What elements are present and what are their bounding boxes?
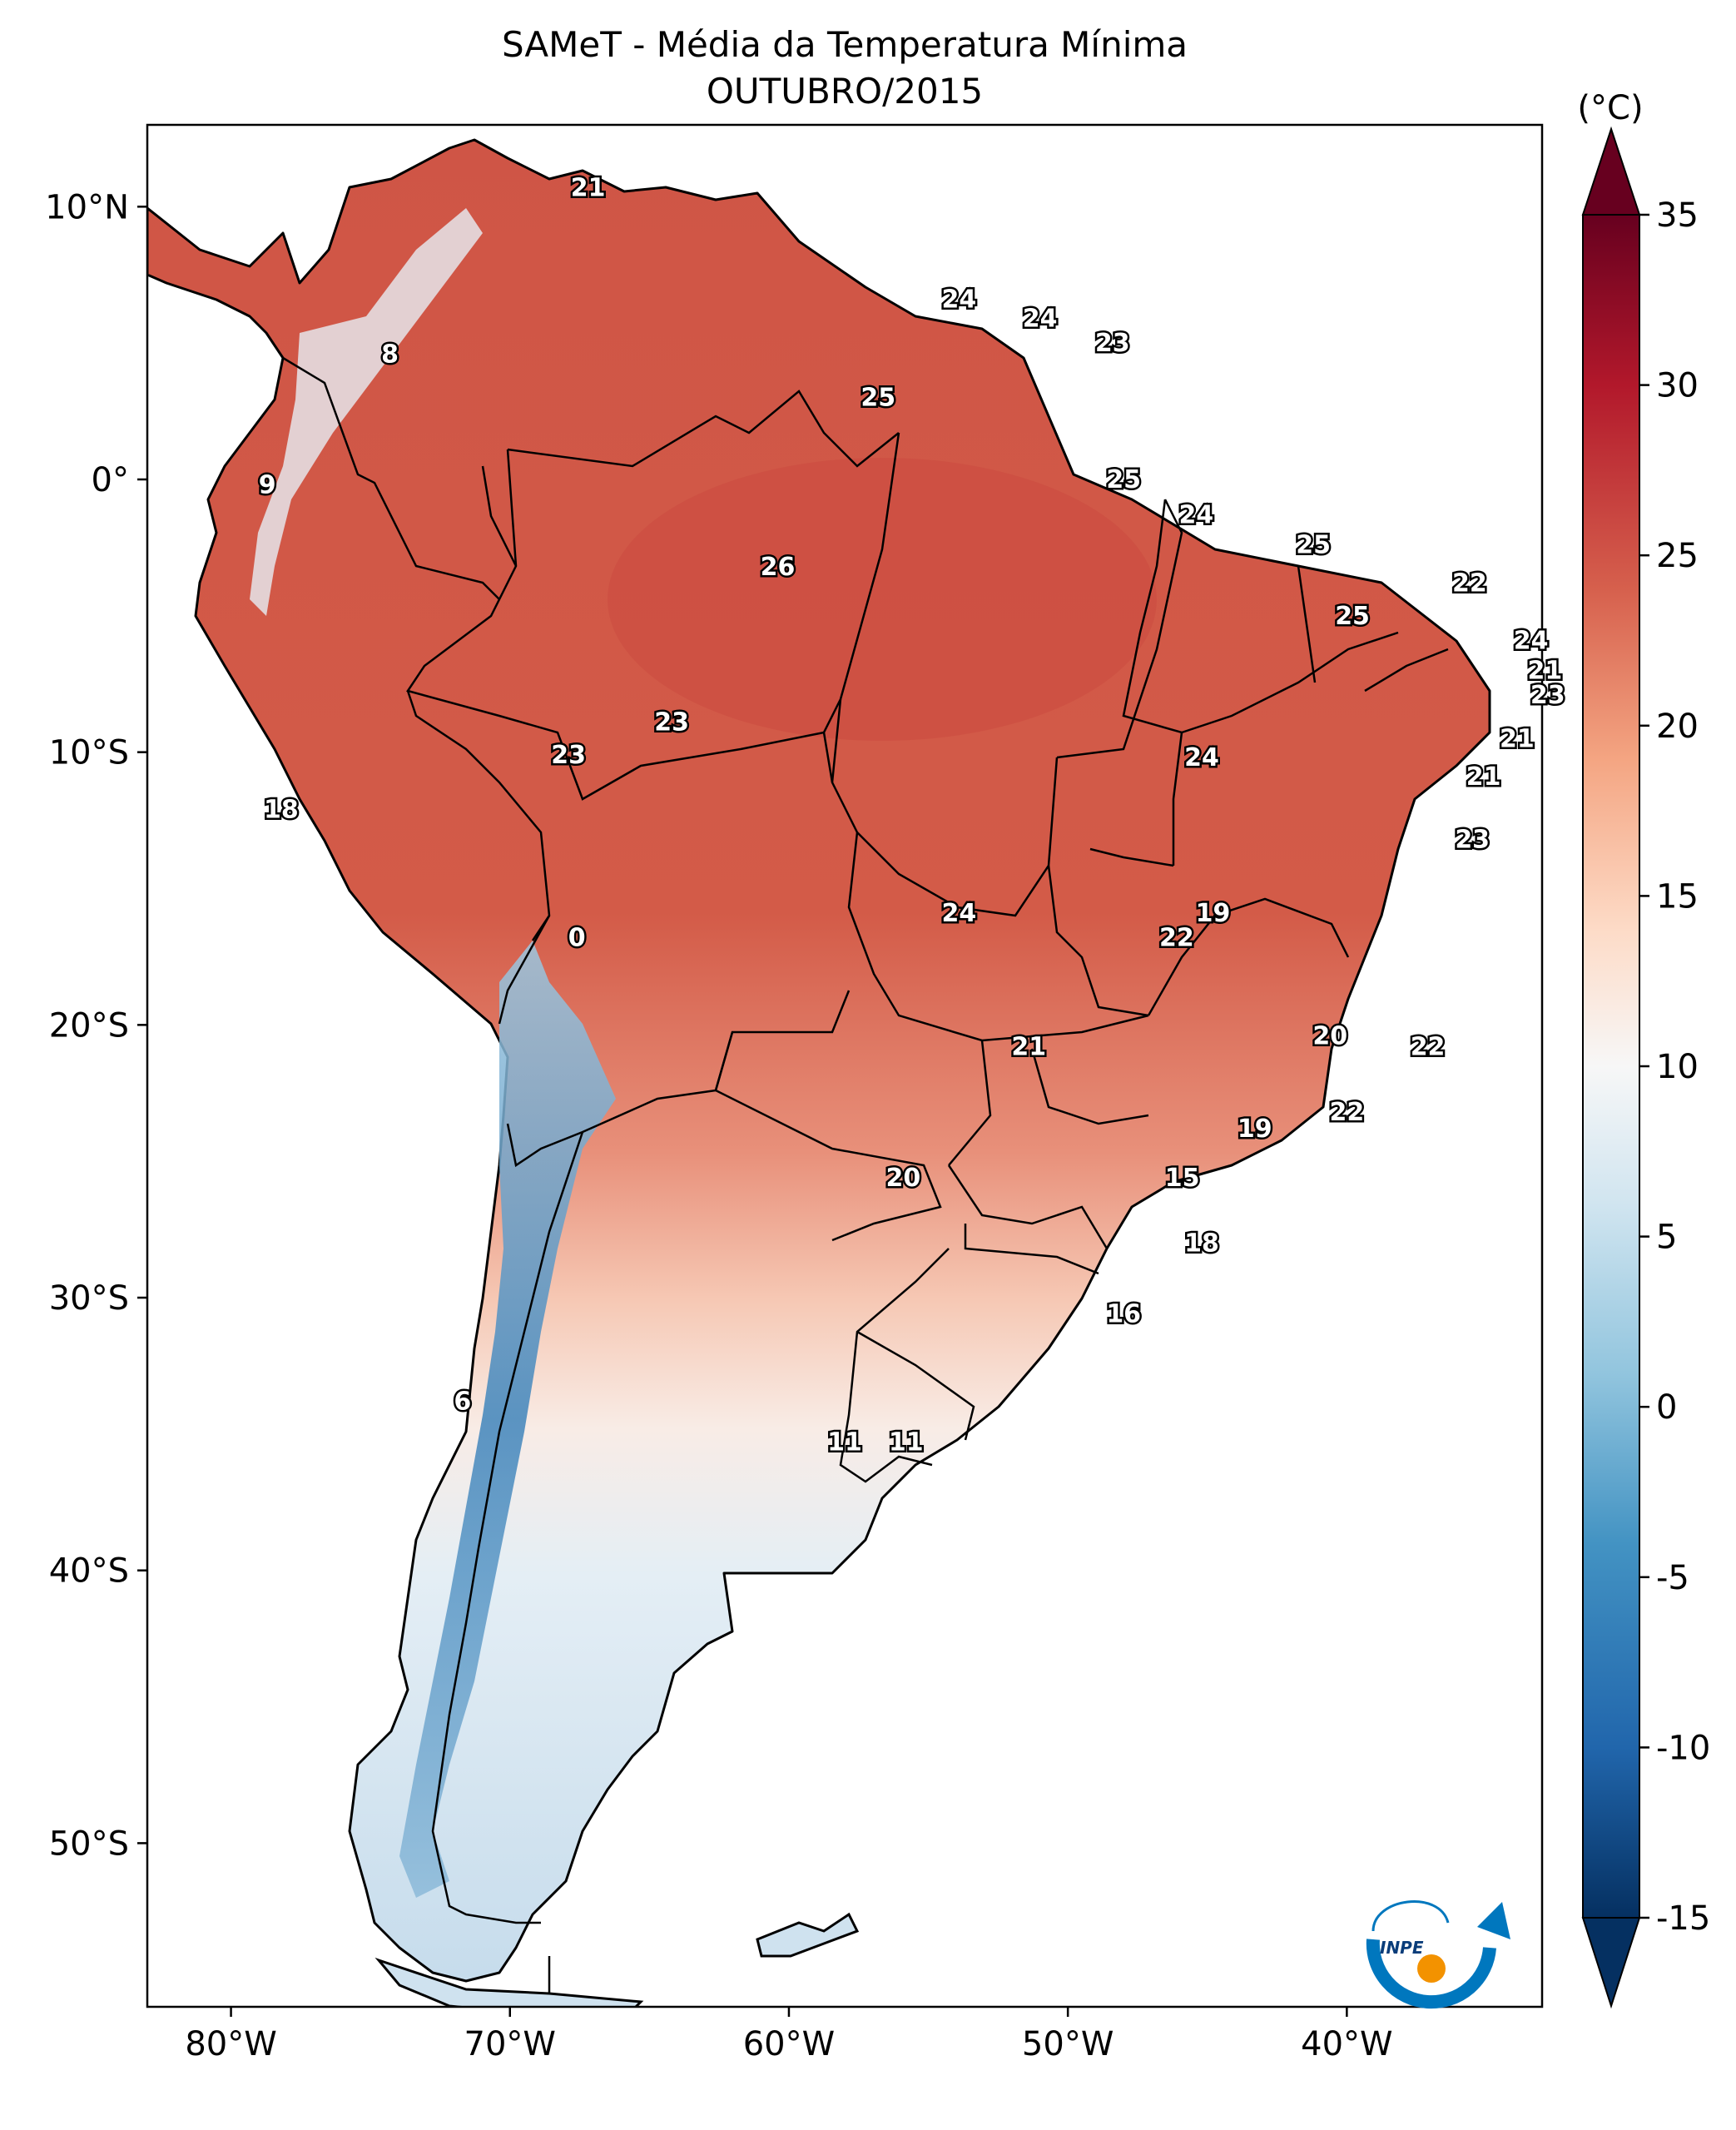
contour-label: 21 [1466, 762, 1501, 792]
map-subtitle: OUTUBRO/2015 [707, 71, 983, 112]
colorbar-tick-label: -15 [1656, 1899, 1710, 1938]
contour-label: 24 [1178, 501, 1213, 530]
colorbar-tick-label: 30 [1656, 367, 1699, 405]
contour-label: 25 [1335, 602, 1370, 631]
x-tick-label: 70°W [464, 2025, 556, 2063]
contour-label: 8 [381, 340, 399, 369]
contour-label: 22 [1411, 1033, 1446, 1062]
contour-label: 23 [654, 708, 689, 737]
y-tick-label: 30°S [49, 1279, 129, 1318]
north-andes-cold-zone [250, 208, 483, 616]
contour-label: 22 [1329, 1098, 1364, 1127]
contour-label: 0 [568, 923, 586, 952]
contour-label: 24 [1023, 305, 1058, 334]
y-axis-ticks: 10°N 0° 10°S 20°S 30°S 40°S 50°S [45, 188, 147, 1863]
colorbar-tick-label: 25 [1656, 537, 1699, 575]
contour-label: 25 [1106, 465, 1141, 494]
contour-label: 24 [1184, 743, 1219, 772]
colorbar-tick-label: 20 [1656, 708, 1699, 746]
logo-orbit [1371, 1900, 1450, 1932]
contour-labels: 2124242382525924252622252421232323212421… [256, 171, 1567, 1459]
x-tick-label: 80°W [185, 2025, 276, 2063]
inpe-logo: INPE [1366, 1900, 1510, 2009]
x-axis-ticks: 80°W 70°W 60°W 50°W 40°W [185, 2007, 1393, 2063]
contour-label: 9 [259, 471, 276, 500]
logo-arrowhead [1477, 1902, 1510, 1939]
contour-label: 23 [551, 741, 586, 770]
contour-label: 21 [1500, 724, 1535, 753]
contour-label: 21 [571, 173, 606, 202]
colorbar-tick-label: 35 [1656, 196, 1699, 235]
contour-label: 26 [761, 553, 796, 582]
contour-label: 22 [1452, 569, 1487, 598]
y-tick-label: 40°S [49, 1552, 129, 1591]
contour-label: 23 [1530, 681, 1565, 710]
contour-label: 18 [1184, 1229, 1219, 1258]
tierra-del-fuego [374, 1957, 644, 2007]
y-tick-label: 20°S [49, 1006, 129, 1045]
contour-label: 24 [1514, 626, 1549, 655]
y-tick-label: 10°N [45, 188, 129, 226]
colorbar-unit: (°C) [1577, 89, 1643, 127]
contour-label: 23 [1095, 329, 1130, 358]
y-tick-label: 10°S [49, 734, 129, 772]
falkland-islands [756, 1912, 860, 1958]
logo-text: INPE [1380, 1938, 1424, 1958]
contour-label: 20 [886, 1164, 921, 1193]
colorbar: (°C) 35 30 25 20 15 10 5 0 -5 -10 -15 [1577, 89, 1710, 2009]
x-tick-label: 60°W [743, 2025, 835, 2063]
map-panel [147, 125, 1542, 2007]
y-tick-label: 0° [92, 461, 129, 499]
colorbar-bottom-extend [1581, 1917, 1641, 2009]
logo-arc [1366, 1939, 1496, 2009]
contour-label: 19 [1238, 1115, 1272, 1144]
colorbar-tick-label: 10 [1656, 1048, 1699, 1086]
contour-label: 6 [454, 1388, 471, 1417]
contour-label: 19 [1196, 899, 1231, 928]
colorbar-ticks: 35 30 25 20 15 10 5 0 -5 -10 -15 [1639, 196, 1710, 1938]
contour-label: 24 [942, 899, 977, 928]
colorbar-tick-label: 5 [1656, 1219, 1677, 1257]
contour-label: 23 [1455, 826, 1490, 855]
contour-label: 25 [1296, 531, 1331, 560]
political-borders [282, 356, 1449, 1993]
andes-cold-zone [399, 941, 616, 1898]
y-tick-label: 50°S [49, 1825, 129, 1863]
colorbar-tick-label: -5 [1656, 1559, 1689, 1597]
map-title: SAMeT - Média da Temperatura Mínima [502, 24, 1188, 65]
colorbar-tick-label: -10 [1656, 1729, 1710, 1767]
contour-label: 22 [1159, 923, 1194, 952]
contour-label: 18 [264, 795, 299, 824]
x-tick-label: 50°W [1022, 2025, 1114, 2063]
contour-label: 21 [1527, 656, 1562, 685]
contour-label: 16 [1106, 1300, 1141, 1329]
logo-sun [1417, 1954, 1446, 1983]
contour-label: 21 [1011, 1033, 1046, 1062]
x-tick-label: 40°W [1301, 2025, 1392, 2063]
map-frame [146, 123, 1544, 2008]
colorbar-tick-label: 15 [1656, 877, 1699, 916]
contour-label: 15 [1165, 1164, 1200, 1193]
contour-label: 11 [889, 1428, 924, 1457]
colorbar-gradient [1582, 214, 1640, 1919]
contour-label: 20 [1312, 1021, 1347, 1050]
contour-label: 24 [942, 285, 977, 315]
contour-label: 11 [827, 1428, 862, 1457]
contour-label: 25 [861, 384, 895, 413]
amazon-warm-core [608, 458, 1157, 741]
colorbar-top-extend [1581, 126, 1641, 216]
colorbar-tick-label: 0 [1656, 1388, 1677, 1427]
